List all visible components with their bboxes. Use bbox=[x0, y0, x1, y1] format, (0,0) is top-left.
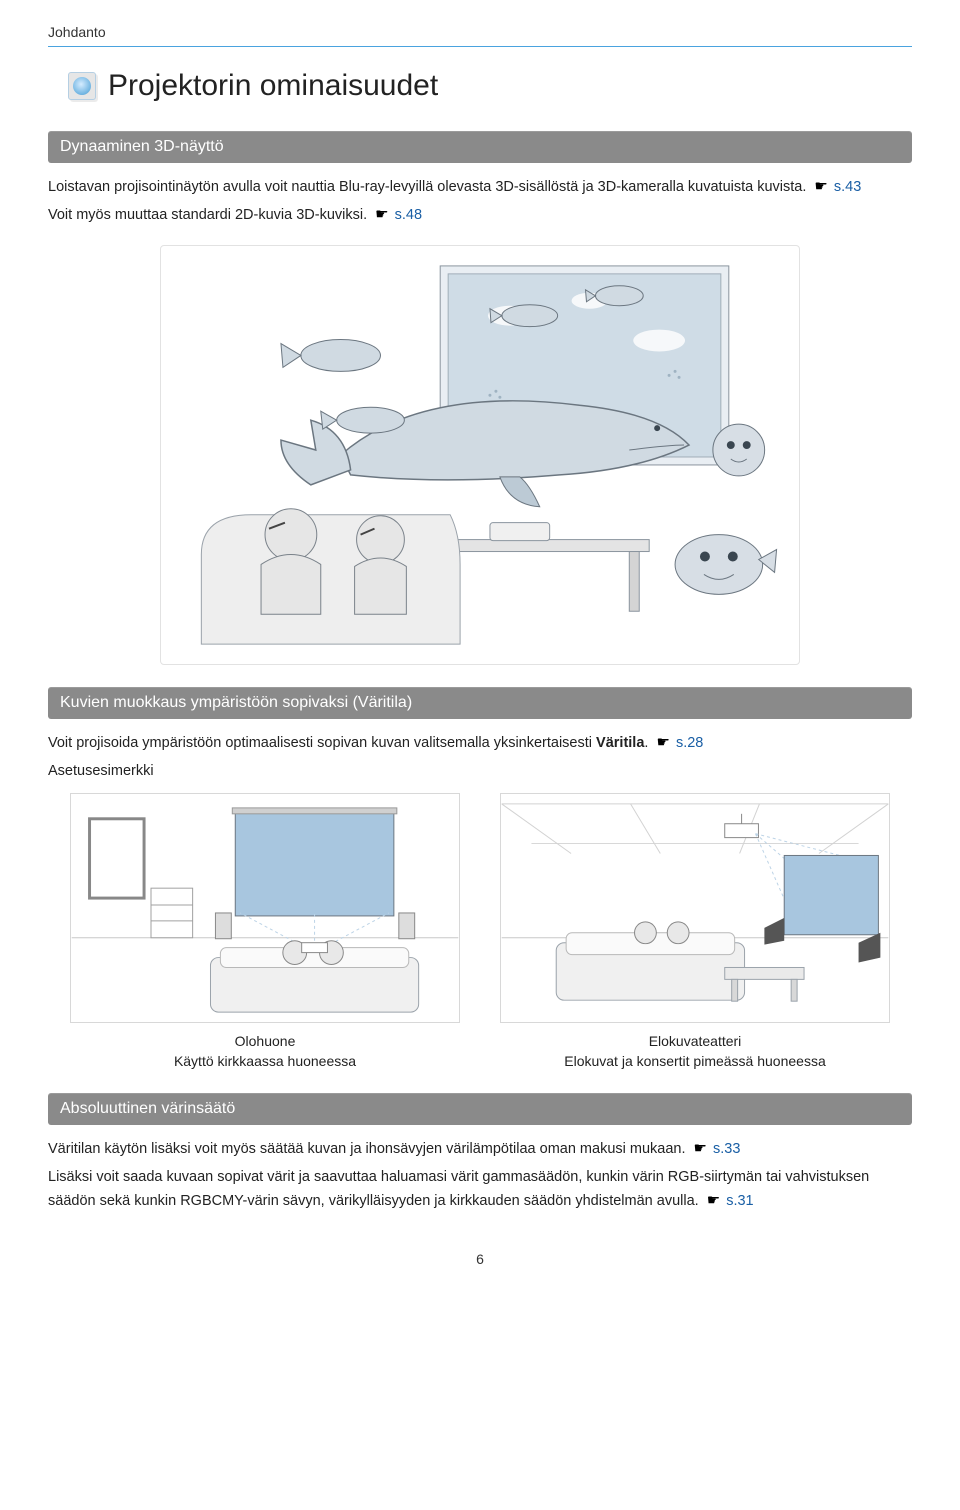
text: Loistavan projisointinäytön avulla voit … bbox=[48, 179, 806, 195]
example-row: Olohuone Käyttö kirkkaassa huoneessa bbox=[48, 793, 912, 1072]
illustration-theater-room bbox=[500, 793, 890, 1023]
paragraph: Lisäksi voit saada kuvaan sopivat värit … bbox=[48, 1166, 912, 1213]
page-ref-link[interactable]: ☛ s.33 bbox=[690, 1141, 741, 1157]
paragraph: Väritilan käytön lisäksi voit myös säätä… bbox=[48, 1137, 912, 1161]
illustration-living-room bbox=[70, 793, 460, 1023]
page-ref: s.31 bbox=[726, 1193, 753, 1209]
text: Voit projisoida ympäristöön optimaalises… bbox=[48, 735, 596, 751]
text: . bbox=[644, 735, 648, 751]
text: Voit myös muuttaa standardi 2D-kuvia 3D-… bbox=[48, 207, 367, 223]
section-bar-varitila: Kuvien muokkaus ympäristöön sopivaksi (V… bbox=[48, 687, 912, 719]
page-ref-link[interactable]: ☛ s.43 bbox=[810, 179, 861, 195]
caption-sub: Käyttö kirkkaassa huoneessa bbox=[70, 1051, 460, 1071]
caption-title: Elokuvateatteri bbox=[500, 1031, 890, 1051]
section-bar-3d: Dynaaminen 3D-näyttö bbox=[48, 131, 912, 163]
caption-left: Olohuone Käyttö kirkkaassa huoneessa bbox=[70, 1031, 460, 1072]
pointer-icon: ☛ bbox=[656, 734, 669, 751]
example-right: Elokuvateatteri Elokuvat ja konsertit pi… bbox=[500, 793, 890, 1072]
section-bar-color: Absoluuttinen värinsäätö bbox=[48, 1093, 912, 1125]
page-ref: s.43 bbox=[834, 179, 861, 195]
pointer-icon: ☛ bbox=[814, 178, 827, 195]
pointer-icon: ☛ bbox=[707, 1192, 720, 1209]
caption-right: Elokuvateatteri Elokuvat ja konsertit pi… bbox=[500, 1031, 890, 1072]
example-left: Olohuone Käyttö kirkkaassa huoneessa bbox=[70, 793, 460, 1072]
page-ref-link[interactable]: ☛ s.28 bbox=[652, 735, 703, 751]
title-row: Projektorin ominaisuudet bbox=[48, 69, 912, 103]
paragraph: Voit projisoida ympäristöön optimaalises… bbox=[48, 731, 912, 755]
page-ref: s.33 bbox=[713, 1141, 740, 1157]
page-number: 6 bbox=[48, 1251, 912, 1267]
pointer-icon: ☛ bbox=[694, 1140, 707, 1157]
page-ref-link[interactable]: ☛ s.31 bbox=[703, 1193, 754, 1209]
page-ref: s.48 bbox=[395, 207, 422, 223]
page-ref: s.28 bbox=[676, 735, 703, 751]
caption-title: Olohuone bbox=[70, 1031, 460, 1051]
breadcrumb: Johdanto bbox=[48, 24, 912, 47]
pointer-icon: ☛ bbox=[375, 206, 388, 223]
caption-sub: Elokuvat ja konsertit pimeässä huoneessa bbox=[500, 1051, 890, 1071]
illustration-3d-living-room bbox=[160, 245, 800, 665]
paragraph: Loistavan projisointinäytön avulla voit … bbox=[48, 175, 912, 199]
page-ref-link[interactable]: ☛ s.48 bbox=[371, 207, 422, 223]
text: Väritilan käytön lisäksi voit myös säätä… bbox=[48, 1141, 686, 1157]
page-title: Projektorin ominaisuudet bbox=[108, 69, 438, 103]
text-bold: Väritila bbox=[596, 735, 644, 751]
paragraph: Voit myös muuttaa standardi 2D-kuvia 3D-… bbox=[48, 203, 912, 227]
bullet-orb-icon bbox=[68, 72, 96, 100]
example-label: Asetusesimerkki bbox=[48, 760, 912, 783]
